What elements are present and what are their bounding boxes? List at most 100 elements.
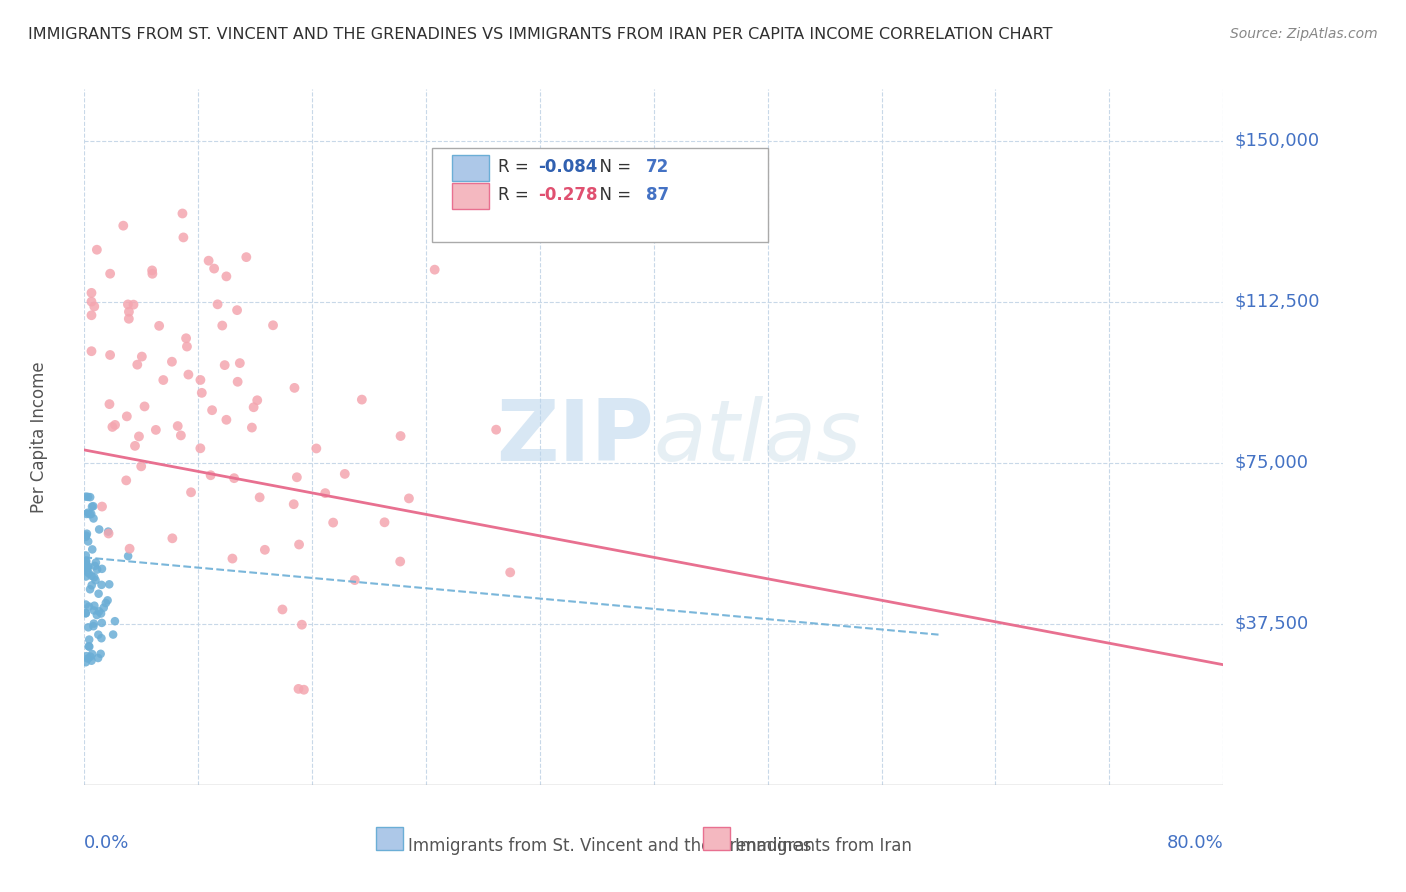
- Point: [134, 400, 156, 414]
- Point: [101, 420, 124, 434]
- Point: [77, 632, 100, 647]
- Point: [305, 442, 328, 456]
- Point: [80, 578, 103, 592]
- Point: [398, 491, 420, 506]
- Point: [79, 582, 101, 597]
- Text: IMMIGRANTS FROM ST. VINCENT AND THE GRENADINES VS IMMIGRANTS FROM IRAN PER CAPIT: IMMIGRANTS FROM ST. VINCENT AND THE GREN…: [28, 27, 1053, 42]
- Point: [94, 596, 117, 610]
- Point: [190, 373, 212, 387]
- Text: 72: 72: [645, 158, 669, 176]
- Point: [80, 294, 103, 309]
- Point: [75, 530, 97, 544]
- Point: [117, 549, 139, 563]
- Point: [89, 523, 111, 537]
- Point: [224, 471, 246, 485]
- FancyBboxPatch shape: [453, 183, 489, 209]
- Point: [283, 381, 305, 395]
- Point: [97, 593, 120, 607]
- Point: [80, 500, 103, 514]
- Point: [240, 420, 263, 434]
- Text: -0.084: -0.084: [537, 158, 598, 176]
- Point: [373, 516, 395, 530]
- Point: [77, 566, 100, 581]
- Text: atlas: atlas: [654, 395, 862, 479]
- Point: [211, 318, 233, 333]
- Text: R =: R =: [498, 158, 534, 176]
- Point: [76, 560, 98, 574]
- Point: [283, 497, 305, 511]
- Point: [215, 413, 238, 427]
- Point: [291, 617, 314, 632]
- Point: [79, 490, 101, 504]
- Point: [79, 649, 101, 664]
- Point: [97, 526, 120, 541]
- Point: [170, 428, 193, 442]
- Point: [202, 261, 225, 276]
- Point: [84, 573, 107, 587]
- Point: [118, 305, 141, 319]
- Point: [77, 559, 100, 574]
- Point: [104, 417, 127, 432]
- Point: [141, 267, 163, 281]
- Point: [82, 499, 104, 513]
- Point: [90, 631, 112, 645]
- Point: [177, 368, 200, 382]
- Point: [207, 297, 229, 311]
- Point: [80, 507, 103, 521]
- Point: [82, 542, 104, 557]
- Point: [229, 356, 252, 370]
- Point: [91, 562, 114, 576]
- Point: [214, 358, 236, 372]
- Point: [129, 459, 152, 474]
- Point: [75, 598, 97, 612]
- Point: [98, 348, 121, 362]
- FancyBboxPatch shape: [432, 148, 768, 243]
- Point: [76, 526, 98, 541]
- Point: [292, 682, 315, 697]
- Point: [343, 573, 366, 587]
- Text: $37,500: $37,500: [1234, 615, 1309, 633]
- Point: [83, 616, 105, 631]
- Text: 80.0%: 80.0%: [1167, 834, 1223, 852]
- Point: [172, 206, 194, 220]
- Point: [249, 491, 271, 505]
- Point: [423, 262, 446, 277]
- Point: [76, 506, 98, 520]
- Point: [75, 490, 97, 504]
- Point: [83, 511, 105, 525]
- Point: [180, 485, 202, 500]
- Text: Immigrants from St. Vincent and the Grenadines: Immigrants from St. Vincent and the Gren…: [408, 837, 811, 855]
- Point: [75, 561, 97, 575]
- Point: [166, 419, 188, 434]
- Point: [87, 628, 110, 642]
- Point: [87, 604, 110, 618]
- Text: Source: ZipAtlas.com: Source: ZipAtlas.com: [1230, 27, 1378, 41]
- Text: ZIP: ZIP: [496, 395, 654, 479]
- Text: -0.278: -0.278: [537, 186, 598, 204]
- Point: [75, 557, 97, 571]
- FancyBboxPatch shape: [453, 155, 489, 181]
- FancyBboxPatch shape: [375, 827, 404, 850]
- Point: [75, 555, 97, 569]
- Point: [98, 267, 121, 281]
- Point: [79, 508, 101, 522]
- Point: [285, 470, 308, 484]
- Text: N =: N =: [589, 158, 637, 176]
- Point: [242, 401, 264, 415]
- Point: [75, 554, 97, 568]
- Point: [215, 269, 238, 284]
- Point: [246, 393, 269, 408]
- Point: [101, 627, 124, 641]
- Point: [87, 651, 110, 665]
- Point: [148, 318, 170, 333]
- Point: [128, 429, 150, 443]
- Point: [122, 298, 145, 312]
- Point: [90, 607, 112, 621]
- Point: [197, 253, 219, 268]
- Point: [75, 560, 97, 574]
- Point: [97, 524, 120, 539]
- Point: [389, 555, 412, 569]
- Point: [76, 507, 98, 521]
- Point: [75, 607, 97, 621]
- Point: [152, 373, 174, 387]
